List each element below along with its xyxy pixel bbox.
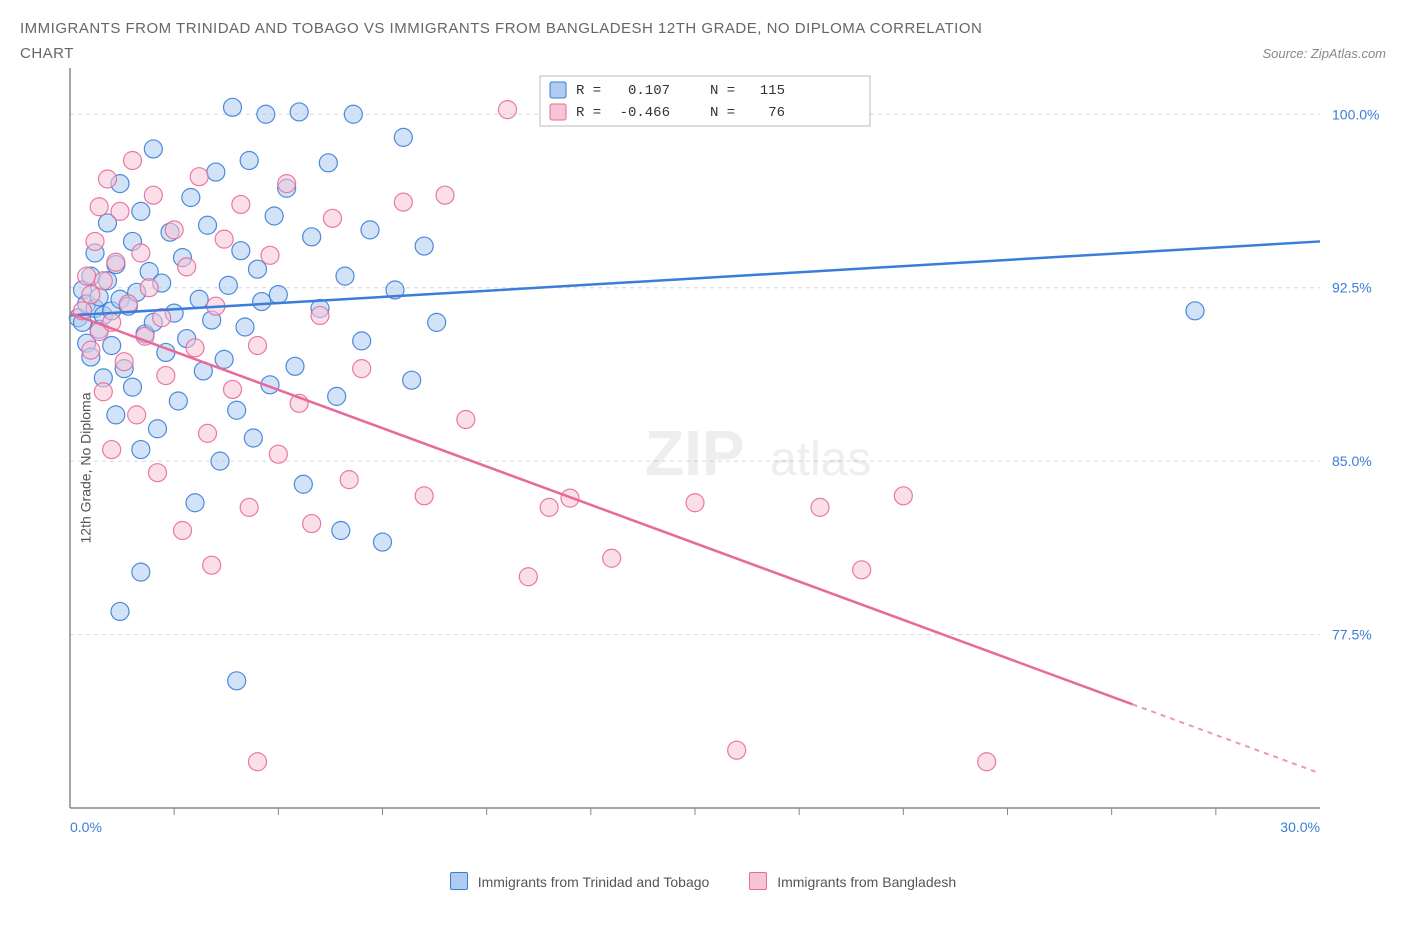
subtitle-row: CHART Source: ZipAtlas.com: [20, 45, 1386, 62]
svg-text:115: 115: [760, 83, 785, 99]
svg-text:N =: N =: [710, 105, 735, 121]
svg-text:76: 76: [768, 105, 785, 121]
legend-label-bangladesh: Immigrants from Bangladesh: [777, 874, 956, 890]
chart-container: 12th Grade, No Diploma 100.0% 92.5% 85.0% 7…: [20, 68, 1380, 868]
legend-item-trinidad: Immigrants from Trinidad and Tobago: [450, 872, 710, 890]
svg-text:100.0%: 100.0%: [1332, 106, 1379, 122]
svg-text:R =: R =: [576, 83, 601, 99]
svg-text:N =: N =: [710, 83, 735, 99]
y-axis-label: 12th Grade, No Diploma: [77, 393, 93, 544]
svg-text:atlas: atlas: [770, 433, 871, 486]
svg-text:92.5%: 92.5%: [1332, 280, 1372, 296]
svg-text:-0.466: -0.466: [620, 105, 670, 121]
svg-text:R =: R =: [576, 105, 601, 121]
scatter-chart: 100.0% 92.5% 85.0% 77.5% ZIP atlas 0.0% 30.0% R …: [20, 68, 1380, 868]
svg-text:ZIP: ZIP: [645, 417, 745, 489]
chart-title-line2: CHART: [20, 45, 74, 62]
legend-label-trinidad: Immigrants from Trinidad and Tobago: [478, 874, 710, 890]
svg-text:0.107: 0.107: [628, 83, 670, 99]
chart-title-line1: IMMIGRANTS FROM TRINIDAD AND TOBAGO VS I…: [20, 20, 1386, 37]
legend-item-bangladesh: Immigrants from Bangladesh: [749, 872, 956, 890]
legend-swatch-bangladesh: [749, 872, 767, 890]
source-label: Source: ZipAtlas.com: [1262, 46, 1386, 61]
svg-text:85.0%: 85.0%: [1332, 453, 1372, 469]
legend-bottom: Immigrants from Trinidad and Tobago Immi…: [20, 872, 1386, 890]
legend-swatch-trinidad: [450, 872, 468, 890]
svg-text:30.0%: 30.0%: [1280, 819, 1320, 835]
svg-text:0.0%: 0.0%: [70, 819, 102, 835]
svg-text:77.5%: 77.5%: [1332, 627, 1372, 643]
